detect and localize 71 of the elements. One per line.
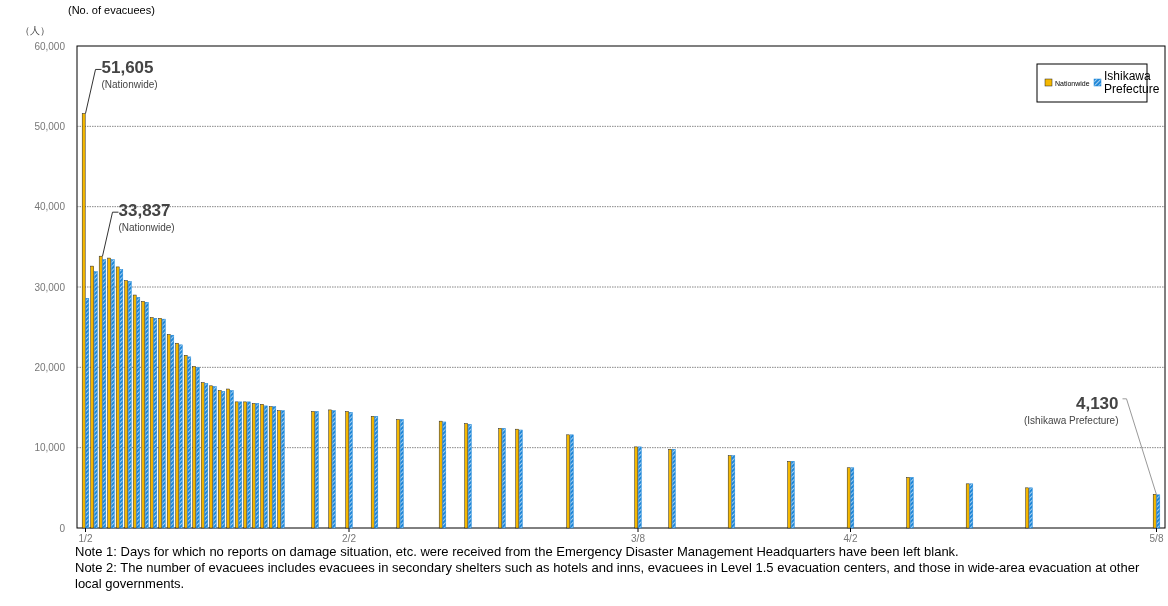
x-tick-label: 4/2 (843, 533, 858, 544)
bar (311, 411, 315, 529)
bar (277, 410, 281, 529)
bar (221, 391, 226, 529)
bar (192, 366, 196, 529)
bar (179, 344, 183, 529)
bar (243, 401, 247, 529)
bar (349, 412, 353, 529)
bar (272, 406, 277, 529)
bar (255, 403, 260, 529)
x-tick-label: 1/2 (78, 533, 93, 544)
bar (119, 269, 124, 529)
y-tick-label: 0 (59, 522, 66, 534)
bar (136, 297, 141, 529)
bar (128, 281, 132, 529)
bar (1156, 494, 1161, 529)
annotation: 33,837 (Nationwide) (118, 201, 175, 234)
x-tick-label: 2/2 (342, 533, 357, 544)
text: Note 2: The number of evacuees includes evacuees in secondary shelters such as hotels and inns, evacuees in Level 1.5 evacuation centers, and those in wide-area evacuation at other local governments. (75, 560, 1140, 591)
y-tick-label: 10,000 (34, 442, 66, 454)
annotation: 4,130 (Ishikawa Prefecture) (1024, 393, 1119, 426)
bar (910, 477, 914, 529)
bar (102, 259, 107, 529)
bar (264, 405, 268, 529)
y-axis-title: （人） (20, 25, 50, 36)
y-tick-label: 20,000 (34, 361, 66, 373)
bar (162, 318, 166, 529)
y-tick-label: 60,000 (34, 40, 66, 52)
bar (153, 318, 158, 529)
chart-title: (No. of evacuees) (68, 4, 155, 16)
text: Note 1: Days for which no reports on damage situation, etc. were received from the Emergency Disaster Management Headquarters have been left blank. (75, 544, 959, 559)
bar (332, 410, 336, 529)
bar (230, 390, 234, 529)
bar (141, 301, 145, 529)
bar (238, 401, 243, 529)
bar (209, 385, 213, 529)
bar (315, 411, 319, 529)
y-tick-label: 50,000 (34, 120, 66, 132)
bar (111, 259, 115, 529)
bar (81, 113, 86, 529)
bar (1025, 487, 1029, 529)
bar (345, 411, 349, 529)
bar (94, 271, 98, 529)
bar (247, 401, 251, 529)
legend-label: Ishikawa Prefecture (1104, 69, 1160, 96)
bar (170, 334, 175, 529)
bar (124, 280, 128, 529)
x-tick-label: 3/8 (631, 533, 646, 544)
bar (187, 356, 192, 529)
bar (145, 302, 149, 529)
bar (374, 416, 379, 529)
bar (204, 383, 209, 529)
bar (107, 257, 111, 529)
bar (226, 388, 230, 529)
bar (260, 404, 264, 529)
bar (328, 409, 332, 529)
y-tick-label: 40,000 (34, 201, 66, 213)
bar (85, 298, 90, 529)
bar (90, 265, 94, 529)
bar (969, 483, 974, 529)
bar (213, 386, 217, 529)
bar (158, 318, 162, 529)
bar (175, 342, 179, 529)
annotation: 51,605 (Nationwide) (101, 58, 158, 91)
bar (281, 410, 285, 529)
bar (850, 467, 855, 529)
y-tick-label: 30,000 (34, 281, 66, 293)
bar (906, 477, 910, 529)
x-tick-label: 5/8 (1149, 533, 1164, 544)
bar (196, 367, 200, 529)
bar (1029, 487, 1033, 529)
